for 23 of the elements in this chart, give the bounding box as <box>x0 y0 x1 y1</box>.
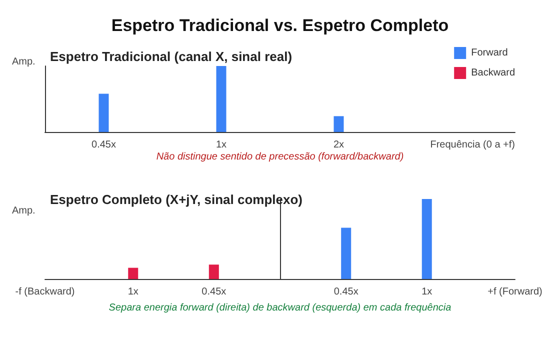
x-tick-label: 2x <box>333 140 344 150</box>
x-tick-label: 0.45x <box>92 140 116 150</box>
bar <box>341 228 352 279</box>
chart-title: Espetro Completo (X+jY, sinal complexo) <box>50 192 302 207</box>
x-tick-label: 0.45x <box>334 286 358 298</box>
bar <box>128 268 138 279</box>
chart-subtitle: Espetro Tradicional (canal X, sinal real) <box>50 49 292 64</box>
y-axis-title: Amp. <box>12 206 36 216</box>
y-axis-title: Amp. <box>12 56 36 68</box>
text: Não distingue sentido de precessão (forward/backward) <box>156 152 404 162</box>
chart-title: Espetro Tradicional vs. Espetro Completo <box>111 16 449 35</box>
text: Separa energia forward (direita) de backward (esquerda) em cada frequência <box>108 302 452 314</box>
bar <box>208 264 219 279</box>
legend-label: Forward <box>471 48 508 58</box>
x-tick-label: +f (Forward) <box>488 286 542 298</box>
x-tick-label: 1x <box>422 286 432 298</box>
legend-label: Backward <box>471 68 515 78</box>
x-axis-title: Frequência (0 a +f) <box>430 140 515 150</box>
x-tick-label: 1x <box>128 286 138 298</box>
x-tick-label: 1x <box>216 140 227 150</box>
bar <box>422 199 432 279</box>
x-tick-label: -f (Backward) <box>15 286 75 298</box>
x-tick-label: 0.45x <box>202 286 226 298</box>
